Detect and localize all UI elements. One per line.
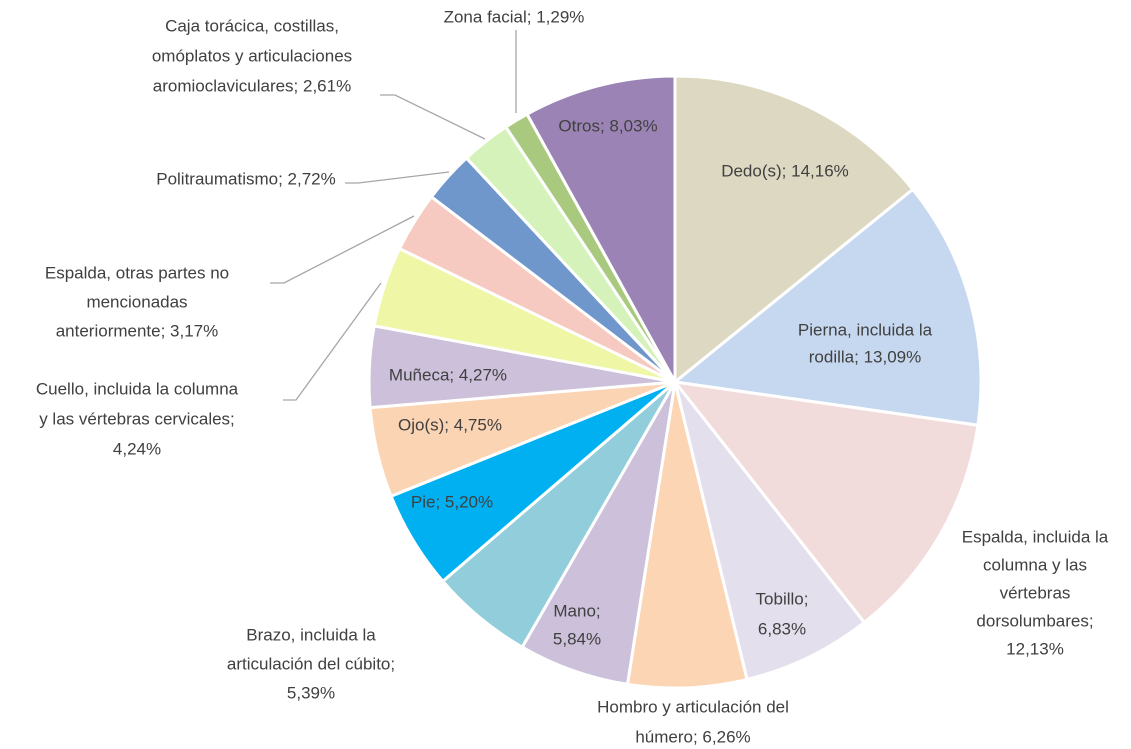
slice-label: dorsolumbares; xyxy=(976,611,1093,630)
slice-label: Muñeca; 4,27% xyxy=(389,365,507,384)
leader-line xyxy=(270,215,415,284)
leader-line xyxy=(380,94,486,140)
slice-label: Brazo, incluida la xyxy=(246,625,376,644)
slice-label: mencionadas xyxy=(86,292,187,311)
slice-label: rodilla; 13,09% xyxy=(809,347,921,366)
slice-label: Hombro y articulación del xyxy=(597,697,789,716)
slice-label: anteriormente; 3,17% xyxy=(56,321,219,340)
slice-label: columna y las xyxy=(983,555,1087,574)
pie-slice xyxy=(525,74,677,383)
slice-label: Otros; 8,03% xyxy=(558,116,657,135)
slice-label: Politraumatismo; 2,72% xyxy=(156,169,336,188)
pie-slice xyxy=(625,381,749,690)
slice-label: Dedo(s); 14,16% xyxy=(721,161,849,180)
slice-label: aromioclaviculares; 2,61% xyxy=(153,76,351,95)
slice-label: Caja torácica, costillas, xyxy=(165,16,339,35)
leader-line xyxy=(345,171,450,184)
slice-label: Espalda, incluida la xyxy=(962,527,1109,546)
slice-label: 12,13% xyxy=(1006,639,1064,658)
pie-slice xyxy=(671,379,980,625)
slice-label: Tobillo; xyxy=(756,589,809,608)
slice-label: 6,83% xyxy=(758,619,806,638)
slice-label: vértebras xyxy=(1000,583,1071,602)
slice-label: omóplatos y articulaciones xyxy=(152,46,352,65)
leader-line xyxy=(283,282,382,401)
slice-label: 5,84% xyxy=(553,629,601,648)
slice-label: articulación del cúbito; xyxy=(227,654,395,673)
slice-label: Ojo(s); 4,75% xyxy=(398,415,502,434)
slice-label: Pie; 5,20% xyxy=(411,492,493,511)
slice-label: Espalda, otras partes no xyxy=(45,263,229,282)
pie-slice xyxy=(673,74,915,386)
pie-slice xyxy=(671,187,983,427)
slice-label: 5,39% xyxy=(287,683,335,702)
slice-label: Mano; xyxy=(553,601,600,620)
slice-label: húmero; 6,26% xyxy=(635,727,750,746)
pie-slice xyxy=(673,381,867,682)
slice-label: Pierna, incluida la xyxy=(798,320,933,339)
slice-label: y las vértebras cervicales; xyxy=(39,409,235,428)
slice-label: Cuello, incluida la columna xyxy=(36,379,239,398)
slice-label: Zona facial; 1,29% xyxy=(444,7,585,26)
slice-label: 4,24% xyxy=(113,439,161,458)
